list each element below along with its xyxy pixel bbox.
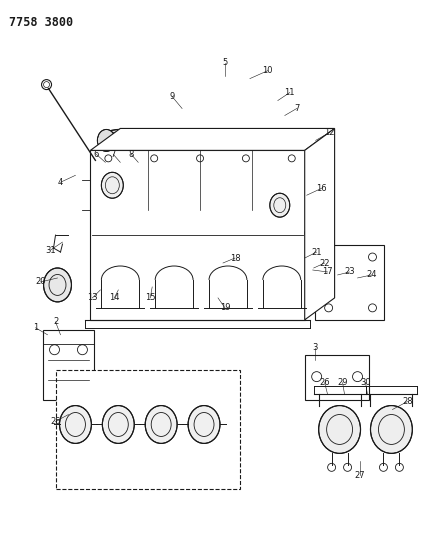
Ellipse shape: [205, 130, 243, 146]
Ellipse shape: [101, 130, 139, 146]
Ellipse shape: [319, 406, 360, 454]
Ellipse shape: [257, 130, 295, 146]
Text: 28: 28: [402, 397, 413, 406]
Bar: [315, 245, 384, 320]
Text: 7: 7: [294, 104, 300, 113]
Text: 3: 3: [312, 343, 317, 352]
Ellipse shape: [98, 130, 115, 151]
Ellipse shape: [59, 406, 92, 443]
Text: 31: 31: [45, 246, 56, 255]
Text: 24: 24: [366, 270, 377, 279]
Text: 27: 27: [354, 471, 365, 480]
Text: 20: 20: [36, 278, 46, 286]
Text: 5: 5: [222, 58, 228, 67]
Bar: [305, 355, 369, 400]
Text: 11: 11: [285, 88, 295, 97]
Text: 29: 29: [337, 378, 348, 387]
Bar: [42, 330, 95, 400]
Ellipse shape: [44, 268, 71, 302]
Text: 14: 14: [109, 293, 119, 302]
Text: 2: 2: [53, 317, 58, 326]
Polygon shape: [90, 128, 335, 150]
Text: 17: 17: [322, 268, 333, 277]
Text: 13: 13: [87, 293, 98, 302]
Text: 9: 9: [169, 92, 175, 101]
Text: 18: 18: [229, 254, 240, 263]
Text: 12: 12: [324, 128, 335, 137]
Text: 7: 7: [111, 150, 116, 159]
Text: 8: 8: [128, 150, 134, 159]
Text: 25: 25: [50, 417, 61, 426]
Text: 16: 16: [316, 184, 327, 193]
Ellipse shape: [270, 193, 290, 217]
Ellipse shape: [101, 172, 123, 198]
Ellipse shape: [102, 406, 134, 443]
Polygon shape: [305, 128, 335, 320]
Bar: [56, 370, 240, 489]
Text: 10: 10: [262, 66, 273, 75]
Ellipse shape: [145, 406, 177, 443]
Bar: [90, 150, 305, 320]
Text: 7758 3800: 7758 3800: [9, 17, 73, 29]
Text: 15: 15: [145, 293, 155, 302]
Ellipse shape: [371, 406, 412, 454]
Text: 30: 30: [360, 378, 371, 387]
Text: 1: 1: [33, 324, 38, 332]
Text: 19: 19: [220, 303, 230, 312]
Text: 22: 22: [319, 259, 330, 268]
Text: 6: 6: [94, 150, 99, 159]
Text: 23: 23: [344, 268, 355, 277]
Text: 21: 21: [312, 247, 322, 256]
Text: 26: 26: [319, 378, 330, 387]
Ellipse shape: [153, 130, 191, 146]
Ellipse shape: [188, 406, 220, 443]
Text: 4: 4: [58, 178, 63, 187]
